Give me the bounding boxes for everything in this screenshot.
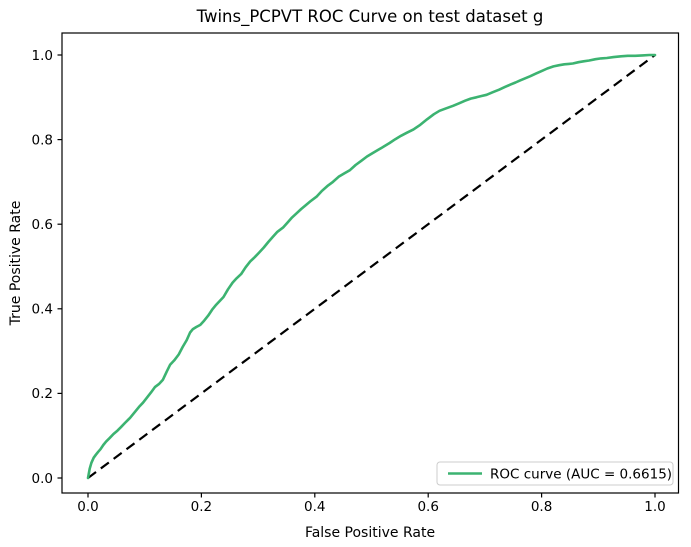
x-tick-label: 0.8 — [531, 499, 552, 515]
roc-curve-line — [86, 53, 657, 480]
y-axis-label: True Positive Rate — [8, 201, 24, 327]
x-axis-ticks: 0.0 0.2 0.4 0.6 0.8 1.0 — [77, 493, 666, 515]
x-tick-label: 0.4 — [304, 499, 325, 515]
x-tick-label: 0.0 — [77, 499, 98, 515]
axes-spines — [61, 32, 680, 494]
x-axis-label: False Positive Rate — [305, 525, 435, 541]
chance-diagonal-line — [87, 54, 656, 479]
x-tick-label: 0.6 — [417, 499, 438, 515]
legend-roc-label: ROC curve (AUC = 0.6615) — [490, 467, 672, 483]
legend: ROC curve (AUC = 0.6615) — [436, 461, 674, 486]
x-tick-label: 0.2 — [191, 499, 212, 515]
y-tick-label: 0.6 — [32, 217, 53, 233]
y-tick-label: 1.0 — [32, 48, 53, 64]
y-axis-ticks: 0.0 0.2 0.4 0.6 0.8 1.0 — [32, 48, 62, 487]
chart-title: Twins_PCPVT ROC Curve on test dataset g — [196, 7, 544, 27]
y-tick-label: 0.8 — [32, 132, 53, 148]
legend-box — [436, 461, 674, 486]
y-tick-label: 0.0 — [32, 471, 53, 487]
x-tick-label: 1.0 — [644, 499, 665, 515]
y-tick-label: 0.4 — [32, 302, 53, 318]
plot-area — [62, 33, 679, 493]
y-tick-label: 0.2 — [32, 386, 53, 402]
